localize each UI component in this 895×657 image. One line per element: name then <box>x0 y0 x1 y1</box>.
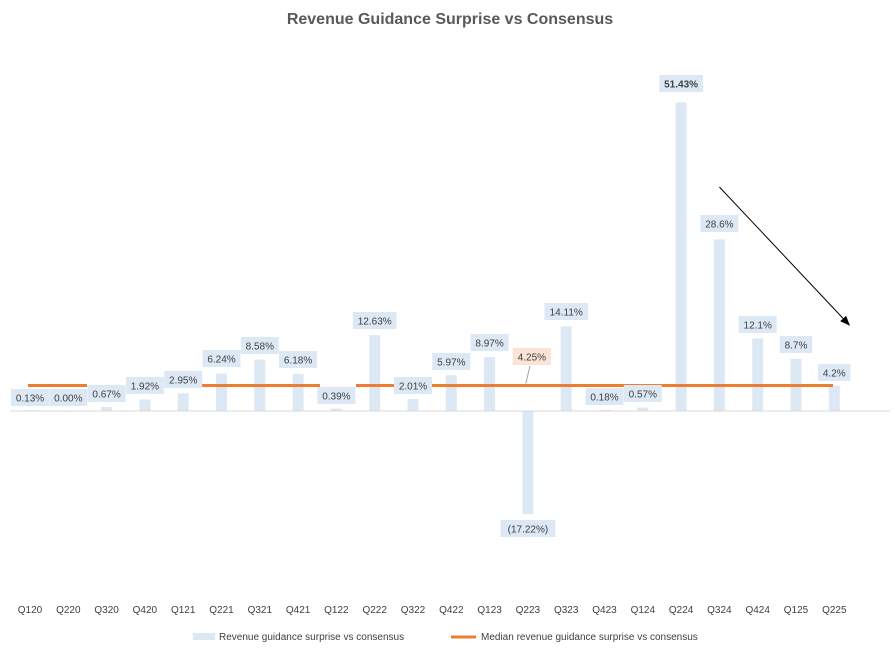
data-label-Q225: 4.2% <box>818 364 851 381</box>
bar-Q221 <box>216 373 227 411</box>
bar-Q320 <box>101 406 113 411</box>
bar-Q224 <box>675 102 687 412</box>
median-data-label-text: 4.25% <box>518 353 546 364</box>
data-label-Q423-text: 0.18% <box>590 393 618 404</box>
bar-Q225 <box>828 385 840 411</box>
bar-Q421 <box>292 373 304 411</box>
legend-bar-swatch <box>193 633 215 640</box>
median-label-leader <box>525 365 531 384</box>
data-label-Q223: (17.22%) <box>500 520 556 537</box>
x-tick-Q123: Q123 <box>477 605 502 616</box>
data-label-Q121: 2.95% <box>164 371 203 388</box>
data-label-Q124-text: 0.57% <box>629 390 657 401</box>
data-label-Q125-text: 8.7% <box>785 341 808 352</box>
x-tick-Q322: Q322 <box>401 605 426 616</box>
data-label-Q321-text: 8.58% <box>246 342 274 353</box>
x-tick-Q125: Q125 <box>784 605 809 616</box>
data-label-Q122: 0.39% <box>317 387 356 404</box>
bar-Q422 <box>445 375 457 411</box>
data-label-Q220-text: 0.00% <box>54 394 82 405</box>
bar-Q124 <box>637 407 649 411</box>
data-label-Q121-text: 2.95% <box>169 376 197 387</box>
data-label-Q322: 2.01% <box>394 377 432 394</box>
data-label-Q323: 14.11% <box>544 303 588 320</box>
data-label-Q120: 0.13% <box>11 389 49 406</box>
x-tick-Q423: Q423 <box>592 605 617 616</box>
x-tick-labels: Q120 Q220 Q320 Q420 Q121 Q221 Q321 Q421 Q122 Q222… <box>18 605 847 616</box>
data-label-Q422-text: 5.97% <box>437 358 465 369</box>
data-label-Q422: 5.97% <box>432 353 471 370</box>
x-tick-Q222: Q222 <box>362 605 387 616</box>
data-label-Q225-text: 4.2% <box>823 369 846 380</box>
x-tick-Q323: Q323 <box>554 605 579 616</box>
x-tick-Q324: Q324 <box>707 605 732 616</box>
bar-Q424 <box>752 338 764 411</box>
data-label-Q320-text: 0.67% <box>92 390 120 401</box>
bar-Q420 <box>139 399 151 411</box>
data-label-Q222: 12.63% <box>352 312 397 329</box>
data-label-Q322-text: 2.01% <box>399 382 427 393</box>
x-tick-Q420: Q420 <box>133 605 158 616</box>
bar-Q121 <box>177 393 189 411</box>
data-label-Q224-text: 51.43% <box>664 80 698 91</box>
data-label-Q421-text: 6.18% <box>284 356 312 367</box>
x-tick-Q120: Q120 <box>18 605 43 616</box>
median-data-label: 4.25% <box>512 348 551 365</box>
x-tick-Q223: Q223 <box>516 605 541 616</box>
legend-bar-label: Revenue guidance surprise vs consensus <box>219 632 404 643</box>
chart-title: Revenue Guidance Surprise vs Consensus <box>287 11 613 28</box>
data-label-Q222-text: 12.63% <box>358 317 392 328</box>
data-label-Q320: 0.67% <box>87 385 126 402</box>
x-tick-Q421: Q421 <box>286 605 311 616</box>
x-tick-Q321: Q321 <box>248 605 273 616</box>
data-label-Q324-text: 28.6% <box>705 220 733 231</box>
data-label-Q124: 0.57% <box>623 385 662 402</box>
data-label-Q323-text: 14.11% <box>550 308 583 319</box>
bars-layer <box>24 102 840 515</box>
x-tick-Q220: Q220 <box>56 605 81 616</box>
data-label-Q321: 8.58% <box>240 337 279 354</box>
x-tick-Q320: Q320 <box>94 605 119 616</box>
legend: Revenue guidance surprise vs consensus M… <box>193 632 698 643</box>
x-tick-Q124: Q124 <box>631 605 656 616</box>
data-label-Q221: 6.24% <box>202 350 241 367</box>
data-label-Q120-text: 0.13% <box>16 394 44 405</box>
bar-Q324 <box>713 239 725 411</box>
bar-Q423 <box>599 409 610 411</box>
bar-Q122 <box>330 408 342 411</box>
data-label-Q420: 1.92% <box>125 377 164 394</box>
legend-line-label: Median revenue guidance surprise vs cons… <box>481 632 698 643</box>
data-label-Q420-text: 1.92% <box>131 382 159 393</box>
x-tick-Q221: Q221 <box>209 605 234 616</box>
labels-layer: 0.13% 0.00% 0.67% 1.92% 2.95% 6.24% 8.58% 6.18%… <box>11 75 851 537</box>
x-tick-Q422: Q422 <box>439 605 464 616</box>
data-label-Q220: 0.00% <box>49 389 88 406</box>
bar-Q222 <box>369 335 381 411</box>
x-tick-Q424: Q424 <box>745 605 770 616</box>
trend-arrow <box>719 186 850 326</box>
bar-Q322 <box>407 398 419 411</box>
data-label-Q424: 12.1% <box>738 316 777 333</box>
data-label-Q223-text: (17.22%) <box>508 525 549 536</box>
data-label-Q424-text: 12.1% <box>744 321 772 332</box>
data-label-Q123-text: 8.97% <box>475 339 503 350</box>
data-label-Q221-text: 6.24% <box>207 355 235 366</box>
data-label-Q224: 51.43% <box>659 75 703 92</box>
data-label-Q421: 6.18% <box>279 351 318 368</box>
data-label-Q122-text: 0.39% <box>322 392 350 403</box>
x-tick-Q225: Q225 <box>822 605 847 616</box>
data-label-Q125: 8.7% <box>779 336 813 353</box>
bar-Q223 <box>522 411 534 515</box>
x-tick-Q122: Q122 <box>324 605 349 616</box>
x-tick-Q121: Q121 <box>171 605 196 616</box>
data-label-Q324: 28.6% <box>700 215 739 232</box>
x-tick-Q224: Q224 <box>669 605 694 616</box>
data-label-Q423: 0.18% <box>585 388 624 405</box>
data-label-Q123: 8.97% <box>470 334 509 351</box>
bar-Q323 <box>560 326 572 411</box>
